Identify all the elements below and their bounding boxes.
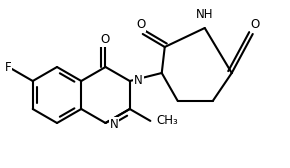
Text: O: O	[101, 33, 110, 46]
Text: O: O	[250, 18, 259, 32]
Text: F: F	[5, 61, 12, 74]
Text: O: O	[136, 18, 145, 32]
Text: CH₃: CH₃	[156, 114, 178, 127]
Text: N: N	[134, 74, 142, 87]
Text: N: N	[110, 117, 118, 131]
Text: N: N	[135, 74, 144, 87]
Text: NH: NH	[196, 8, 213, 21]
